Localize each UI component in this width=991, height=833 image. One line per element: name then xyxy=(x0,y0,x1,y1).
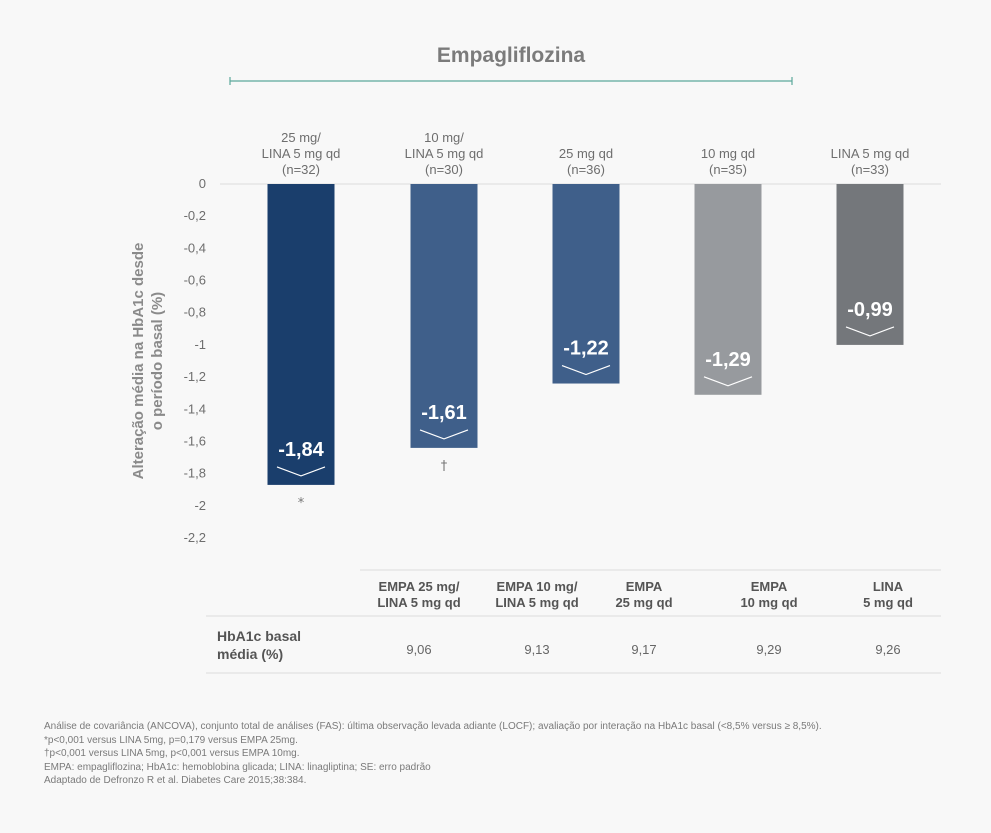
table-cell: 9,06 xyxy=(406,642,432,657)
y-tick-label: -0,6 xyxy=(184,273,206,288)
table-header-line: 25 mg qd xyxy=(615,595,673,610)
bar xyxy=(267,184,335,485)
bar-data-label: -1,84 xyxy=(278,439,324,461)
bar-category-label-line: (n=33) xyxy=(851,162,889,177)
row-label-line-1: HbA1c basal xyxy=(217,628,302,644)
bars: -1,84 * -1,61 † -1,22 -1,29 -0,99 xyxy=(267,184,904,511)
footnote-3: †p<0,001 versus LINA 5mg, p<0,001 versus… xyxy=(44,748,300,759)
bar-category-label-line: LINA 5 mg qd xyxy=(830,146,910,161)
table-header-line: LINA 5 mg qd xyxy=(495,595,579,610)
table-header-line: LINA 5 mg qd xyxy=(377,595,461,610)
table-header: EMPA 25 mg/LINA 5 mg qd xyxy=(349,579,489,611)
bar-category-label-line: (n=36) xyxy=(567,162,605,177)
bar-category-label: 10 mg qd (n=35) xyxy=(653,146,803,178)
y-axis-label-line-2: o período basal (%) xyxy=(149,291,166,431)
table-cell: 9,29 xyxy=(756,642,782,657)
table-header-line: EMPA 10 mg/ xyxy=(496,579,578,594)
y-tick-label: -1,6 xyxy=(184,433,206,448)
table-header-line: 5 mg qd xyxy=(863,595,913,610)
bar xyxy=(694,184,762,395)
footnote-5: Adaptado de Defronzo R et al. Diabetes C… xyxy=(44,775,307,786)
bar-data-label: -0,99 xyxy=(847,299,893,321)
table-header: EMPA 10 mg/LINA 5 mg qd xyxy=(467,579,607,611)
y-tick-label: -1,4 xyxy=(184,401,206,416)
y-tick-label: -1 xyxy=(194,337,206,352)
table-cell: 9,13 xyxy=(524,642,550,657)
y-tick-label: -0,4 xyxy=(184,240,206,255)
table-header-line: EMPA xyxy=(750,579,788,594)
significance-marker: * xyxy=(298,496,305,511)
bar-category-label: 25 mg qd (n=36) xyxy=(511,146,661,178)
bar-category-label: LINA 5 mg qd (n=33) xyxy=(795,146,945,178)
bar xyxy=(836,184,904,345)
chevron-icon xyxy=(276,466,326,477)
title-bracket xyxy=(229,77,793,85)
footnotes: Análise de covariância (ANCOVA), conjunt… xyxy=(44,720,822,788)
bar-category-label-line: 25 mg/ xyxy=(281,130,321,145)
table-cell: 9,17 xyxy=(631,642,657,657)
y-tick-label: -1,2 xyxy=(184,369,206,384)
y-tick-label: -2 xyxy=(194,498,206,513)
bar-data-label: -1,22 xyxy=(563,338,609,360)
chevron-icon xyxy=(561,364,611,376)
bar-category-label-line: 10 mg qd xyxy=(700,146,756,161)
bar-category-label-line: 10 mg/ xyxy=(424,130,464,145)
table-header: EMPA 25 mg qd xyxy=(574,579,714,611)
table-header-line: EMPA 25 mg/ xyxy=(378,579,460,594)
bar-category-label-line: (n=32) xyxy=(282,162,320,177)
y-tick-label: -0,8 xyxy=(184,305,206,320)
chevron-icon xyxy=(703,376,753,387)
y-tick-label: 0 xyxy=(199,176,206,191)
bar-category-label: 10 mg/LINA 5 mg qd (n=30) xyxy=(369,130,519,178)
y-tick-label: -1,8 xyxy=(184,466,206,481)
chevron-icon xyxy=(845,326,895,337)
table-header: EMPA 10 mg qd xyxy=(699,579,839,611)
bar-category-label-line: LINA 5 mg qd xyxy=(404,146,484,161)
chart-title: Empagliflozina xyxy=(436,44,586,67)
row-label-line-2: média (%) xyxy=(217,646,284,662)
table-cell: 9,26 xyxy=(875,642,901,657)
table-header-line: LINA xyxy=(872,579,904,594)
bar-category-label-line: 25 mg qd xyxy=(558,146,614,161)
bar-data-label: -1,29 xyxy=(705,349,751,371)
bar-category-label-line: LINA 5 mg qd xyxy=(261,146,341,161)
table-header-line: EMPA xyxy=(625,579,663,594)
y-tick-label: -2,2 xyxy=(184,530,206,545)
table-header: LINA 5 mg qd xyxy=(818,579,958,611)
bar xyxy=(552,184,620,384)
y-tick-label: -0,2 xyxy=(184,208,206,223)
bar xyxy=(410,184,478,448)
row-label: HbA1c basal média (%) xyxy=(217,627,301,663)
footnote-4: EMPA: empagliflozina; HbA1c: hemoblobina… xyxy=(44,761,431,773)
footnote-2: *p<0,001 versus LINA 5mg, p=0,179 versus… xyxy=(44,734,298,746)
bar-data-label: -1,61 xyxy=(421,402,467,424)
table-lines xyxy=(206,569,941,674)
y-axis-label-line-1: Alteração média na HbA1c desde xyxy=(130,242,147,480)
bar-category-label-line: (n=35) xyxy=(709,162,747,177)
chevron-icon xyxy=(419,429,469,440)
table-header-line: 10 mg qd xyxy=(740,595,798,610)
significance-marker: † xyxy=(441,459,448,474)
footnote-1: Análise de covariância (ANCOVA), conjunt… xyxy=(44,721,822,732)
bar-category-label: 25 mg/LINA 5 mg qd (n=32) xyxy=(226,130,376,178)
y-axis-label: Alteração média na HbA1c desde o período… xyxy=(129,211,167,511)
bar-chart: 0 -0,2 -0,4 -0,6 -0,8 -1 -1,2 -1,4 -1,6 -1,8 -2 -2,… xyxy=(184,77,941,545)
bar-category-label-line: (n=30) xyxy=(425,162,463,177)
